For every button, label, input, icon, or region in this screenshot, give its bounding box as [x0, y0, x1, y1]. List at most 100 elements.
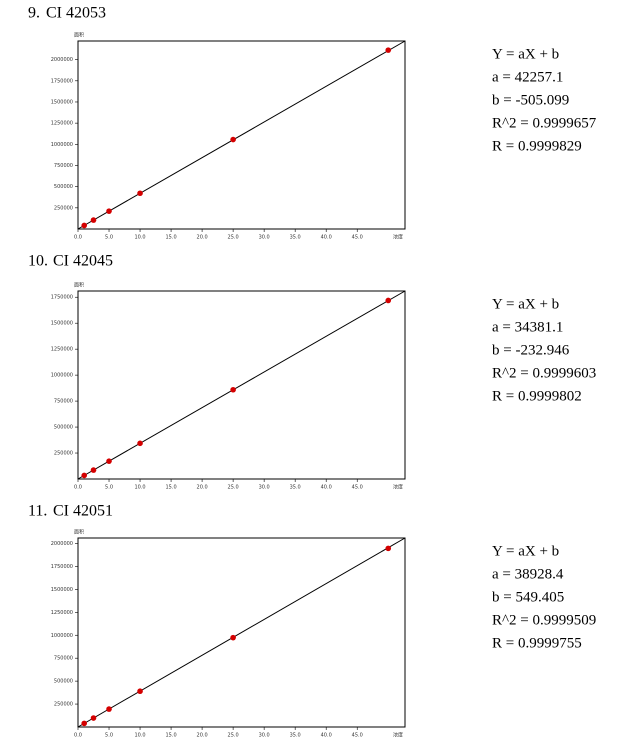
- y-tick-label: 250000: [54, 205, 73, 211]
- x-axis-label: 浓度: [393, 234, 403, 241]
- x-tick-label: 15.0: [166, 733, 177, 739]
- y-tick-label: 1500000: [51, 321, 73, 327]
- y-tick-label: 1250000: [51, 121, 73, 127]
- x-tick-label: 45.0: [352, 235, 363, 241]
- y-tick-label: 1000000: [51, 142, 73, 148]
- x-tick-label: 10.0: [134, 235, 145, 241]
- data-point: [90, 715, 97, 721]
- x-tick-label: 40.0: [321, 235, 332, 241]
- x-tick-label: 30.0: [259, 235, 270, 241]
- x-tick-label: 30.0: [259, 733, 270, 739]
- data-point: [90, 467, 97, 473]
- section-number: 10.: [28, 253, 48, 270]
- x-tick-label: 20.0: [197, 235, 208, 241]
- equation-line: Y = aX + b: [492, 296, 559, 312]
- equation-line: R = 0.9999829: [492, 138, 582, 154]
- x-tick-label: 35.0: [290, 733, 301, 739]
- x-tick-label: 35.0: [290, 485, 301, 491]
- x-tick-label: 25.0: [228, 733, 239, 739]
- equation-line: b = 549.405: [492, 589, 564, 605]
- data-point: [106, 208, 112, 214]
- y-tick-label: 1250000: [51, 347, 73, 353]
- x-tick-label: 20.0: [197, 733, 208, 739]
- x-tick-label: 5.0: [105, 485, 113, 491]
- y-tick-label: 500000: [54, 425, 73, 431]
- equation-line: Y = aX + b: [492, 46, 559, 62]
- y-tick-label: 500000: [54, 679, 73, 685]
- plot-frame: [77, 40, 406, 230]
- data-point: [385, 47, 392, 53]
- y-tick-label: 1000000: [51, 633, 73, 639]
- equation-line: a = 38928.4: [492, 566, 564, 582]
- x-tick-label: 25.0: [228, 235, 239, 241]
- y-tick-label: 750000: [54, 656, 73, 662]
- x-tick-label: 35.0: [290, 235, 301, 241]
- x-tick-label: 5.0: [105, 235, 113, 241]
- y-tick-label: 1750000: [51, 295, 73, 301]
- section-title: CI 42045: [53, 253, 113, 270]
- x-tick-label: 0.0: [74, 485, 82, 491]
- x-tick-label: 20.0: [197, 485, 208, 491]
- data-point: [81, 222, 88, 229]
- x-tick-label: 40.0: [321, 485, 332, 491]
- y-tick-label: 250000: [54, 451, 73, 457]
- equation-line: b = -232.946: [492, 342, 570, 358]
- section-title: CI 42053: [46, 5, 106, 22]
- data-point: [230, 386, 236, 393]
- y-tick-label: 2000000: [51, 541, 73, 547]
- equation-line: b = -505.099: [492, 92, 569, 108]
- equation-line: a = 42257.1: [492, 69, 563, 85]
- plot-frame: [77, 537, 406, 728]
- x-tick-label: 40.0: [321, 733, 332, 739]
- equation-line: R = 0.9999802: [492, 388, 582, 404]
- y-tick-label: 1750000: [51, 564, 73, 570]
- equation-line: a = 34381.1: [492, 319, 563, 335]
- y-axis-label: 面积: [74, 529, 84, 536]
- y-tick-label: 750000: [54, 399, 73, 405]
- x-tick-label: 10.0: [134, 733, 145, 739]
- equation-line: Y = aX + b: [492, 543, 559, 559]
- data-point: [137, 440, 143, 447]
- plot-frame: [77, 290, 406, 480]
- data-point: [385, 545, 392, 552]
- y-axis-label: 面积: [74, 282, 84, 289]
- equation-line: R = 0.9999755: [492, 635, 582, 651]
- data-point: [81, 720, 88, 727]
- equation-line: R^2 = 0.9999603: [492, 365, 596, 381]
- data-point: [230, 136, 236, 143]
- data-point: [230, 634, 236, 641]
- x-tick-label: 15.0: [166, 485, 177, 491]
- data-point: [137, 190, 143, 197]
- x-tick-label: 45.0: [352, 733, 363, 739]
- x-tick-label: 10.0: [134, 485, 145, 491]
- y-tick-label: 250000: [54, 702, 73, 708]
- data-point: [106, 706, 112, 712]
- section-title: CI 42051: [53, 503, 113, 520]
- section-number: 9.: [28, 5, 40, 22]
- x-tick-label: 0.0: [74, 733, 82, 739]
- x-tick-label: 0.0: [74, 235, 82, 241]
- y-tick-label: 500000: [54, 184, 73, 190]
- y-tick-label: 1000000: [51, 373, 73, 379]
- y-tick-label: 2000000: [51, 57, 73, 63]
- y-tick-label: 1750000: [51, 78, 73, 84]
- data-point: [385, 297, 392, 304]
- x-tick-label: 15.0: [166, 235, 177, 241]
- fit-line: [77, 290, 406, 480]
- y-tick-label: 1500000: [51, 587, 73, 593]
- data-point: [90, 217, 97, 223]
- equation-line: R^2 = 0.9999657: [492, 115, 597, 131]
- fit-line: [77, 40, 406, 230]
- x-tick-label: 30.0: [259, 485, 270, 491]
- data-point: [137, 688, 143, 695]
- x-axis-label: 浓度: [393, 484, 403, 491]
- section-number: 11.: [28, 503, 47, 520]
- y-tick-label: 1250000: [51, 610, 73, 616]
- x-tick-label: 5.0: [105, 733, 113, 739]
- y-tick-label: 750000: [54, 163, 73, 169]
- y-axis-label: 面积: [74, 32, 84, 39]
- data-point: [81, 472, 88, 479]
- x-axis-label: 浓度: [393, 732, 403, 739]
- y-tick-label: 1500000: [51, 99, 73, 105]
